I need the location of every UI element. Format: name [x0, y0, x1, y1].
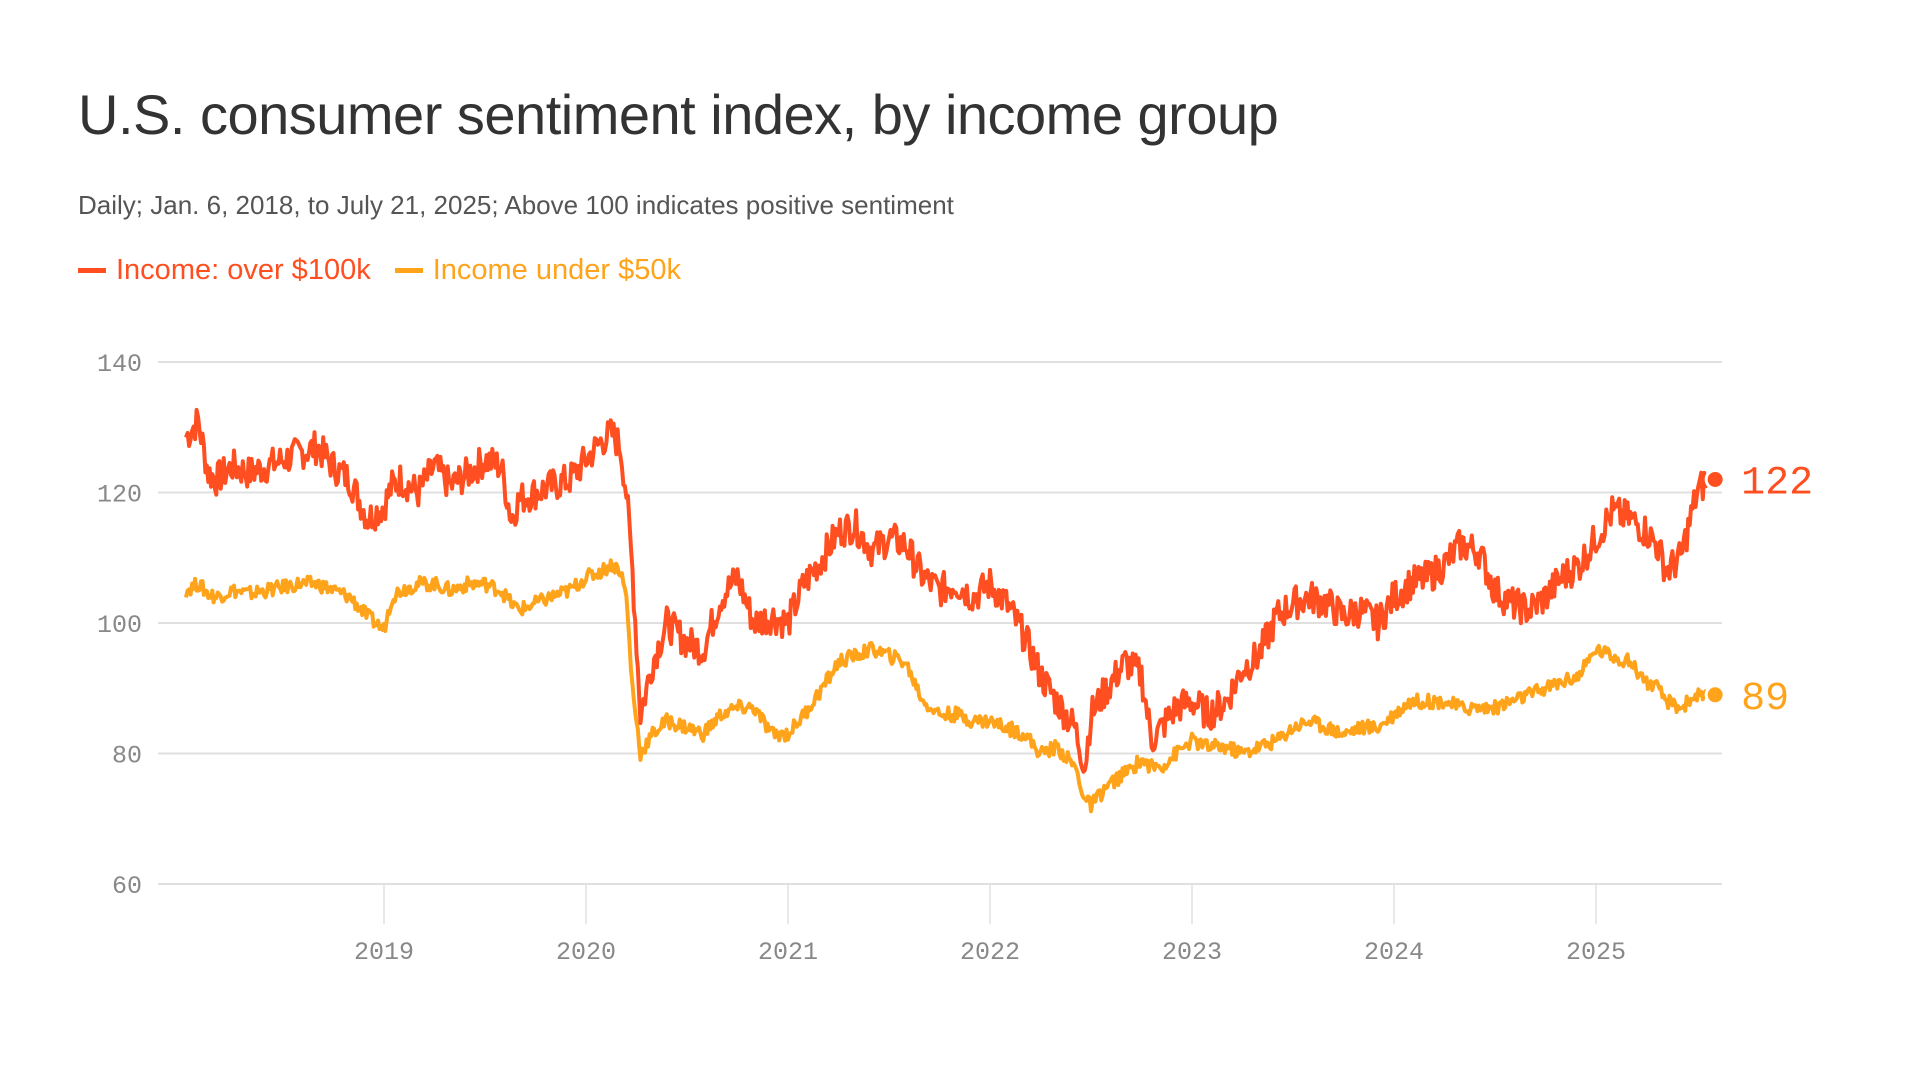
legend-item-over-100k: Income: over $100k	[78, 254, 371, 287]
legend-label-over-100k: Income: over $100k	[116, 254, 371, 286]
y-axis: 60 80 100 120 140	[97, 350, 142, 901]
series-line-over-100k	[184, 407, 1710, 774]
y-tick-label: 120	[97, 481, 142, 510]
y-tick-label: 100	[97, 611, 142, 640]
x-axis: 2019 2020 2021 2022 2023 2024 2025	[354, 884, 1626, 967]
y-tick-label: 60	[112, 872, 142, 901]
legend: Income: over $100k Income under $50k	[78, 254, 681, 287]
x-tick-label: 2023	[1162, 938, 1222, 967]
end-label-under-50k: 89	[1741, 677, 1789, 722]
x-tick-label: 2019	[354, 938, 414, 967]
y-tick-label: 80	[112, 742, 142, 771]
end-marker-over-100k	[1704, 468, 1726, 490]
end-markers: 89 122	[1704, 461, 1813, 722]
y-tick-label: 140	[97, 350, 142, 379]
legend-item-under-50k: Income under $50k	[394, 254, 681, 287]
legend-label-under-50k: Income under $50k	[432, 254, 681, 286]
legend-swatch-over-100k	[78, 268, 106, 273]
series-line-under-50k	[184, 558, 1710, 814]
x-tick-label: 2021	[758, 938, 818, 967]
end-label-over-100k: 122	[1741, 461, 1813, 506]
chart-subtitle: Daily; Jan. 6, 2018, to July 21, 2025; A…	[78, 190, 954, 220]
series-lines	[184, 407, 1710, 814]
chart-title: U.S. consumer sentiment index, by income…	[78, 83, 1279, 146]
x-tick-label: 2022	[960, 938, 1020, 967]
x-tick-label: 2024	[1364, 938, 1424, 967]
x-tick-label: 2020	[556, 938, 616, 967]
end-marker-under-50k	[1704, 684, 1726, 706]
grid-lines	[158, 361, 1722, 885]
legend-swatch-under-50k	[394, 268, 423, 273]
x-tick-label: 2025	[1566, 938, 1626, 967]
